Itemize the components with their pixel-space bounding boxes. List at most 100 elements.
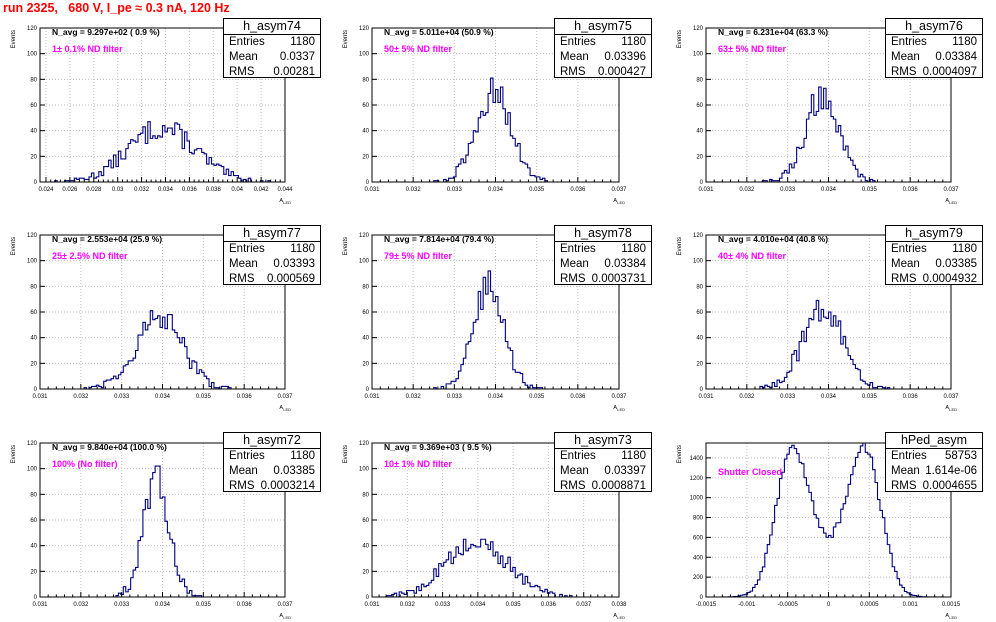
- y-tick-label: 0: [366, 180, 370, 186]
- y-tick-label: 40: [362, 544, 369, 550]
- stats-box-h_asym72: h_asym72 Entries 1180 Mean 0.03385 RMS 0.00032…: [223, 432, 321, 492]
- stats-row-mean: Mean 0.03385: [886, 257, 982, 272]
- stats-box-title: hPed_asym: [886, 433, 982, 449]
- stats-value: 0.00281: [273, 66, 315, 78]
- stats-row-entries: Entries 1180: [555, 449, 651, 464]
- x-tick-label: 0.037: [943, 394, 959, 400]
- stats-value: 0.0004655: [922, 480, 977, 492]
- x-tick-label: 0.034: [488, 187, 504, 193]
- stats-row-entries: Entries 1180: [886, 242, 982, 257]
- stats-box-h_asym79: h_asym79 Entries 1180 Mean 0.03385 RMS 0.00049…: [885, 225, 983, 285]
- y-tick-label: 100: [359, 467, 370, 473]
- stats-key: Mean: [229, 465, 258, 477]
- stats-value: 0.03384: [935, 51, 977, 63]
- stats-row-mean: Mean 0.03385: [224, 464, 320, 479]
- y-tick-label: 40: [696, 336, 703, 342]
- y-tick-label: 40: [696, 129, 703, 135]
- stats-row-rms: RMS 0.000569: [224, 272, 320, 287]
- stats-value: 1180: [952, 36, 977, 48]
- histogram-line: [372, 538, 619, 598]
- x-tick-label: 0.032: [73, 602, 89, 608]
- x-tick-label: -0.001: [738, 602, 756, 608]
- x-tick-label: 0.036: [570, 394, 586, 400]
- x-axis-label: A: [613, 613, 617, 619]
- y-axis-label: Events: [677, 30, 683, 48]
- y-tick-label: 60: [30, 310, 37, 316]
- y-tick-label: 20: [362, 569, 369, 575]
- stats-row-mean: Mean 0.03396: [555, 50, 651, 65]
- x-tick-label: 0.031: [32, 394, 48, 400]
- x-tick-label: 0.037: [611, 187, 627, 193]
- x-axis-label-subscript: LED: [283, 200, 291, 205]
- y-tick-label: 20: [696, 154, 703, 160]
- y-axis-label: Events: [677, 237, 683, 255]
- stats-value: 1180: [621, 243, 646, 255]
- y-tick-label: 60: [362, 518, 369, 524]
- x-axis-label: A: [279, 405, 283, 411]
- stats-row-entries: Entries 1180: [555, 35, 651, 50]
- stats-row-rms: RMS 0.000427: [555, 65, 651, 80]
- stats-value: 58753: [945, 450, 977, 462]
- histogram-line: [706, 299, 951, 390]
- stats-box-title: h_asym74: [224, 19, 320, 35]
- stats-box-title: h_asym72: [224, 433, 320, 449]
- y-tick-label: 60: [696, 310, 703, 316]
- y-tick-label: 80: [30, 284, 37, 290]
- x-tick-label: 0.037: [576, 602, 592, 608]
- stats-key: Entries: [229, 450, 265, 462]
- y-tick-label: 20: [696, 361, 703, 367]
- stats-key: Entries: [891, 243, 927, 255]
- stats-box-title: h_asym73: [555, 433, 651, 449]
- x-tick-label: 0.036: [903, 394, 919, 400]
- stats-key: Mean: [560, 258, 589, 270]
- x-tick-label: 0.03: [112, 187, 124, 193]
- y-tick-label: 20: [362, 361, 369, 367]
- x-tick-label: 0.035: [529, 394, 545, 400]
- x-tick-label: 0.032: [739, 187, 755, 193]
- stats-key: Mean: [891, 51, 920, 63]
- run-title: run 2325, 680 V, I_pe ≈ 0.3 nA, 120 Hz: [3, 1, 230, 15]
- y-axis-label: Events: [11, 30, 17, 48]
- x-tick-label: 0.037: [277, 394, 293, 400]
- y-tick-label: 100: [693, 52, 704, 58]
- y-axis-label: Events: [343, 445, 349, 463]
- y-tick-label: 60: [362, 310, 369, 316]
- stats-key: Mean: [229, 51, 258, 63]
- stats-row-mean: Mean 0.03384: [555, 257, 651, 272]
- x-tick-label: -0.0005: [777, 602, 798, 608]
- y-tick-label: 20: [30, 154, 37, 160]
- x-tick-label: 0.031: [364, 187, 380, 193]
- stats-value: 1180: [621, 450, 646, 462]
- x-tick-label: 0.032: [73, 394, 89, 400]
- x-axis-label: A: [613, 198, 617, 204]
- stats-box-hPed_asym: hPed_asym Entries 58753 Mean 1.614e-06 RMS 0.0…: [885, 432, 983, 492]
- stats-key: Mean: [891, 465, 920, 477]
- x-tick-label: 0.033: [114, 602, 130, 608]
- stats-row-rms: RMS 0.0004932: [886, 272, 982, 287]
- x-axis-label-subscript: LED: [617, 615, 625, 620]
- x-tick-label: 0.024: [38, 187, 54, 193]
- y-axis-label: Events: [11, 237, 17, 255]
- navg-label: N_avg = 6.231e+04 (63.3 %): [718, 27, 828, 37]
- x-axis-label: A: [945, 613, 949, 619]
- x-tick-label: 0.036: [237, 394, 253, 400]
- x-axis-label-subscript: LED: [949, 407, 957, 412]
- x-tick-label: 0.036: [182, 187, 198, 193]
- x-tick-label: 0.034: [821, 187, 837, 193]
- x-tick-label: 0.033: [435, 602, 451, 608]
- x-tick-label: 0.033: [114, 394, 130, 400]
- x-tick-label: 0: [827, 602, 831, 608]
- x-tick-label: 0.033: [780, 394, 796, 400]
- x-tick-label: 0.044: [277, 187, 293, 193]
- y-tick-label: 100: [27, 259, 38, 265]
- stats-key: Entries: [560, 36, 596, 48]
- histogram-line: [706, 86, 951, 183]
- stats-row-rms: RMS 0.0003214: [224, 479, 320, 494]
- x-tick-label: 0.032: [400, 602, 416, 608]
- stats-key: RMS: [891, 273, 917, 285]
- y-tick-label: 80: [696, 77, 703, 83]
- y-tick-label: 80: [30, 492, 37, 498]
- stats-value: 0.03385: [935, 258, 977, 270]
- y-tick-label: 120: [359, 233, 370, 239]
